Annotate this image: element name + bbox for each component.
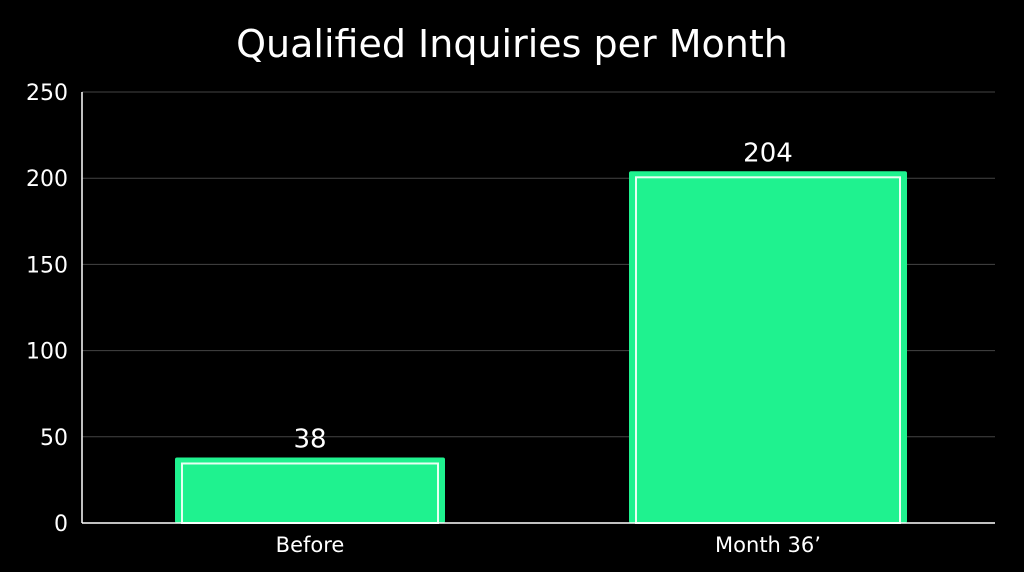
y-tick-label: 150 (26, 253, 68, 278)
x-tick-label: Month 36’ (715, 533, 821, 557)
bar-value-label: 38 (293, 424, 326, 454)
y-tick-label: 50 (40, 426, 68, 451)
bars (175, 171, 907, 525)
axes (81, 92, 995, 524)
y-tick-label: 0 (54, 512, 68, 537)
labels: 0 50 100 150 200 250 38 Before 204 Month 36’ (26, 81, 821, 557)
x-tick-label: Before (276, 533, 345, 557)
y-tick-label: 200 (26, 167, 68, 192)
bar (629, 171, 907, 523)
bar (175, 457, 445, 523)
chart-title: Qualified Inquiries per Month (236, 22, 788, 66)
bar-value-label: 204 (743, 138, 793, 168)
y-tick-label: 250 (26, 81, 68, 106)
y-tick-label: 100 (26, 340, 68, 365)
